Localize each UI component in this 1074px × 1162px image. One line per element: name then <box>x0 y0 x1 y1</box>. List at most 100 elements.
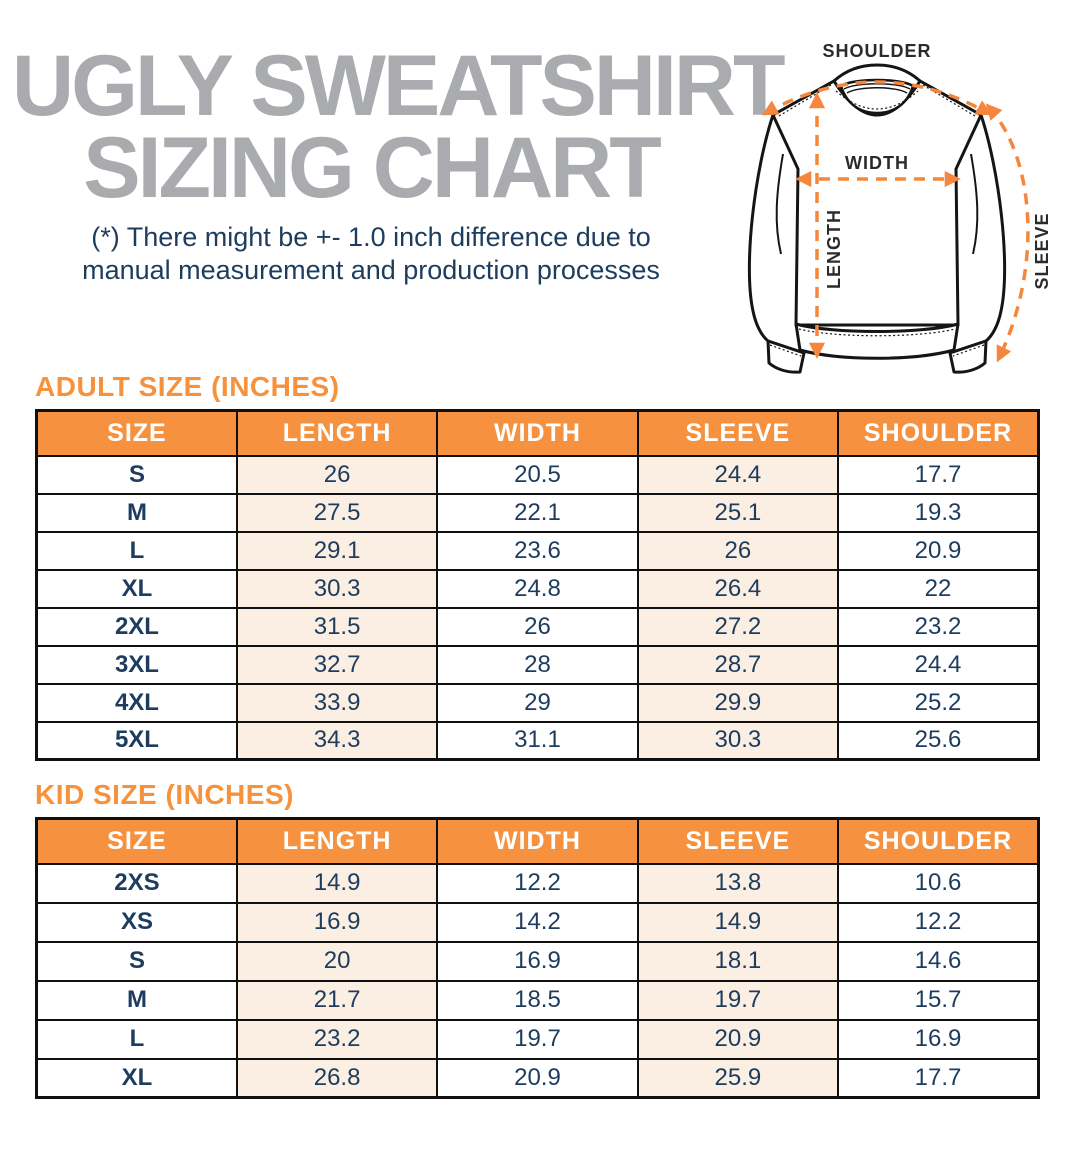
length-cell: 30.3 <box>235 568 439 609</box>
sleeve-cell: 18.1 <box>636 940 840 982</box>
sleeve-cell: 25.9 <box>636 1057 840 1099</box>
left-cuff-stitch <box>769 344 802 357</box>
column-header-size: SIZE <box>35 817 238 865</box>
width-cell: 19.7 <box>436 1018 639 1060</box>
kid-table-body: 2XS 14.9 12.2 13.8 10.6 XS 16.9 14.2 14.… <box>35 862 1040 1099</box>
shoulder-cell: 23.2 <box>837 606 1040 647</box>
column-header-shoulder: SHOULDER <box>837 409 1040 457</box>
collar-rib-line2 <box>846 87 908 94</box>
size-cell: XS <box>35 901 238 943</box>
shoulder-cell: 25.2 <box>837 682 1040 723</box>
table-row: S 20 16.9 18.1 14.6 <box>35 940 1040 982</box>
size-cell: XL <box>35 1057 238 1099</box>
table-row: 5XL 34.3 31.1 30.3 25.6 <box>35 720 1040 761</box>
page-title-line2: SIZING CHART <box>83 119 662 216</box>
length-cell: 26 <box>235 454 439 495</box>
width-cell: 20.9 <box>436 1057 639 1099</box>
width-cell: 14.2 <box>436 901 639 943</box>
adult-section-title: ADULT SIZE (INCHES) <box>35 371 340 402</box>
sleeve-cell: 26.4 <box>636 568 840 609</box>
header-row: SIZE LENGTH WIDTH SLEEVE SHOULDER <box>35 409 1040 457</box>
length-cell: 34.3 <box>235 720 439 761</box>
right-sleeve-crease <box>970 153 979 255</box>
table-row: S 26 20.5 24.4 17.7 <box>35 454 1040 495</box>
shoulder-cell: 17.7 <box>837 1057 1040 1099</box>
width-measure-label: WIDTH <box>845 153 909 173</box>
disclaimer-line2: manual measurement and production proces… <box>82 255 660 286</box>
width-cell: 12.2 <box>436 862 639 904</box>
length-cell: 21.7 <box>235 979 439 1021</box>
width-cell: 16.9 <box>436 940 639 982</box>
table-row: 3XL 32.7 28 28.7 24.4 <box>35 644 1040 685</box>
sleeve-cell: 14.9 <box>636 901 840 943</box>
size-cell: M <box>35 979 238 1021</box>
table-row: XS 16.9 14.2 14.9 12.2 <box>35 901 1040 943</box>
length-measure-label: LENGTH <box>824 209 844 289</box>
sleeve-cell: 29.9 <box>636 682 840 723</box>
width-cell: 26 <box>436 606 639 647</box>
length-cell: 33.9 <box>235 682 439 723</box>
right-cuff-stitch <box>952 344 985 357</box>
sleeve-arrow <box>985 103 1030 363</box>
column-header-length: LENGTH <box>235 409 439 457</box>
column-header-shoulder: SHOULDER <box>837 817 1040 865</box>
sleeve-measure-label: SLEEVE <box>1032 212 1052 289</box>
shoulder-cell: 24.4 <box>837 644 1040 685</box>
sweatshirt-diagram: SHOULDER WIDTH LENGTH SLEEVE <box>737 18 1074 380</box>
sleeve-cell: 25.1 <box>636 492 840 533</box>
length-cell: 26.8 <box>235 1057 439 1099</box>
size-cell: L <box>35 530 238 571</box>
length-cell: 16.9 <box>235 901 439 943</box>
disclaimer-text: (*) There might be +- 1.0 inch differenc… <box>12 221 730 287</box>
width-cell: 31.1 <box>436 720 639 761</box>
column-header-size: SIZE <box>35 409 238 457</box>
shoulder-cell: 16.9 <box>837 1018 1040 1060</box>
shoulder-measure-label: SHOULDER <box>822 41 931 61</box>
table-row: L 23.2 19.7 20.9 16.9 <box>35 1018 1040 1060</box>
adult-size-table: SIZE LENGTH WIDTH SLEEVE SHOULDER S 26 2… <box>35 409 1040 761</box>
table-row: 2XS 14.9 12.2 13.8 10.6 <box>35 862 1040 904</box>
hero-text-block: UGLY SWEATSHIRT SIZING CHART (*) There m… <box>12 38 786 287</box>
table-row: M 21.7 18.5 19.7 15.7 <box>35 979 1040 1021</box>
length-cell: 31.5 <box>235 606 439 647</box>
kid-section-title: KID SIZE (INCHES) <box>35 779 294 810</box>
table-row: 2XL 31.5 26 27.2 23.2 <box>35 606 1040 647</box>
column-header-width: WIDTH <box>436 409 639 457</box>
size-cell: M <box>35 492 238 533</box>
sleeve-cell: 13.8 <box>636 862 840 904</box>
header-row: SIZE LENGTH WIDTH SLEEVE SHOULDER <box>35 817 1040 865</box>
disclaimer-line1: (*) There might be +- 1.0 inch differenc… <box>91 222 651 253</box>
column-header-length: LENGTH <box>235 817 439 865</box>
column-header-sleeve: SLEEVE <box>636 409 840 457</box>
sleeve-cell: 26 <box>636 530 840 571</box>
column-header-width: WIDTH <box>436 817 639 865</box>
size-cell: S <box>35 454 238 495</box>
table-row: 4XL 33.9 29 29.9 25.2 <box>35 682 1040 723</box>
width-cell: 22.1 <box>436 492 639 533</box>
length-cell: 32.7 <box>235 644 439 685</box>
length-cell: 20 <box>235 940 439 982</box>
shoulder-cell: 17.7 <box>837 454 1040 495</box>
kid-table-header: SIZE LENGTH WIDTH SLEEVE SHOULDER <box>35 817 1040 865</box>
size-cell: S <box>35 940 238 982</box>
length-cell: 23.2 <box>235 1018 439 1060</box>
shoulder-cell: 14.6 <box>837 940 1040 982</box>
length-cell: 14.9 <box>235 862 439 904</box>
sleeve-cell: 27.2 <box>636 606 840 647</box>
table-row: XL 26.8 20.9 25.9 17.7 <box>35 1057 1040 1099</box>
torso-outline <box>771 79 983 327</box>
length-cell: 27.5 <box>235 492 439 533</box>
right-cuff <box>948 339 988 374</box>
width-cell: 18.5 <box>436 979 639 1021</box>
width-cell: 29 <box>436 682 639 723</box>
size-cell: XL <box>35 568 238 609</box>
size-cell: 2XS <box>35 862 238 904</box>
shoulder-cell: 15.7 <box>837 979 1040 1021</box>
sleeve-cell: 30.3 <box>636 720 840 761</box>
length-cell: 29.1 <box>235 530 439 571</box>
kid-size-table: SIZE LENGTH WIDTH SLEEVE SHOULDER 2XS 14… <box>35 817 1040 1099</box>
table-row: XL 30.3 24.8 26.4 22 <box>35 568 1040 609</box>
page-title-line1: UGLY SWEATSHIRT <box>12 38 786 134</box>
sleeve-cell: 28.7 <box>636 644 840 685</box>
width-cell: 28 <box>436 644 639 685</box>
